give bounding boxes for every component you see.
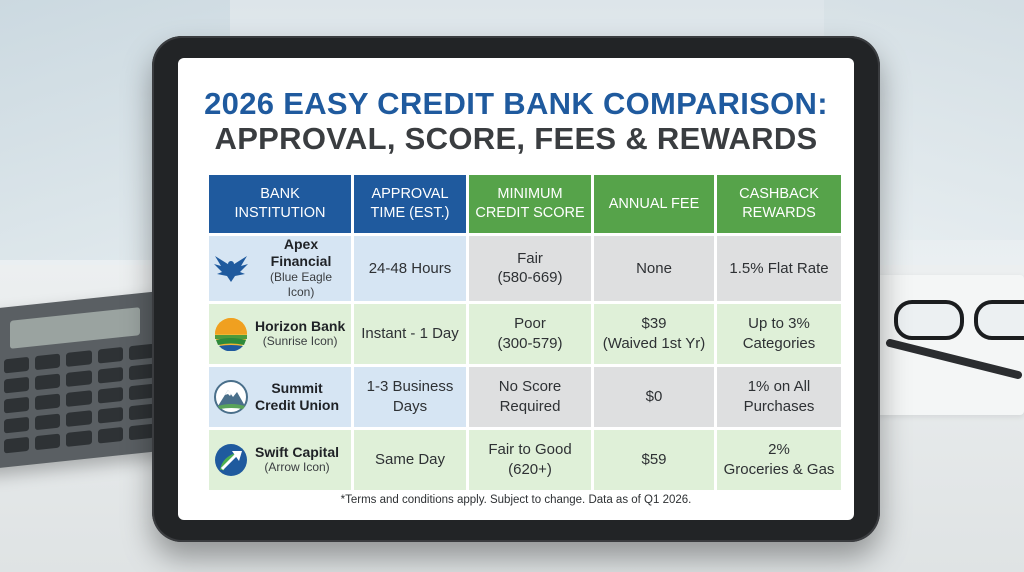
tablet-screen: 2026 EASY CREDIT BANK COMPARISON: APPROV… [178,58,854,520]
approval-time-cell: Same Day [354,429,466,490]
sunrise-icon [213,316,249,352]
bank-cell: Summit Credit Union [209,366,351,427]
credit-score-cell: Fair to Good (620+) [469,429,591,490]
eagle-icon [213,250,249,286]
header-minimum-credit-score: MINIMUM CREDIT SCORE [469,175,591,233]
bank-name: Summit Credit Union [255,379,339,413]
calculator-keys [4,343,154,454]
calculator [0,290,170,470]
tablet-device: 2026 EASY CREDIT BANK COMPARISON: APPROV… [152,36,880,542]
table-row: Summit Credit Union 1-3 Business Days No S… [209,366,841,427]
annual-fee-cell: None [594,236,714,301]
calculator-screen [10,307,140,349]
table-row: Swift Capital (Arrow Icon) Same Day Fair… [209,429,841,490]
mountain-icon [213,379,249,415]
annual-fee-cell: $39 (Waived 1st Yr) [594,303,714,364]
header-annual-fee: ANNUAL FEE [594,175,714,233]
credit-score-cell: Fair (580-669) [469,236,591,301]
table-row: Horizon Bank (Sunrise Icon) Instant - 1 … [209,303,841,364]
table-header-row: BANK INSTITUTION APPROVAL TIME (EST.) MINI… [209,175,841,233]
bank-cell: Horizon Bank (Sunrise Icon) [209,303,351,364]
bank-cell: Apex Financial (Blue Eagle Icon) [209,236,351,301]
credit-score-cell: No Score Required [469,366,591,427]
bank-name: Swift Capital [255,443,340,460]
annual-fee-cell: $0 [594,366,714,427]
approval-time-cell: Instant - 1 Day [354,303,466,364]
title-line-2: APPROVAL, SCORE, FEES & REWARDS [214,120,818,156]
cashback-cell: 1.5% Flat Rate [717,236,841,301]
table-row: Apex Financial (Blue Eagle Icon) 24-48 H… [209,236,841,301]
eyeglasses [884,290,1024,360]
approval-time-cell: 24-48 Hours [354,236,466,301]
header-cashback-rewards: CASHBACK REWARDS [717,175,841,233]
footnote: *Terms and conditions apply. Subject to … [340,494,692,506]
cashback-cell: Up to 3% Categories [717,303,841,364]
bank-icon-caption: (Arrow Icon) [264,460,330,475]
approval-time-cell: 1-3 Business Days [354,366,466,427]
bank-name: Apex Financial [270,236,332,269]
cashback-cell: 1% on All Purchases [717,366,841,427]
bank-name: Horizon Bank [255,317,346,334]
credit-score-cell: Poor (300-579) [469,303,591,364]
annual-fee-cell: $59 [594,429,714,490]
bank-icon-caption: (Sunrise Icon) [262,334,338,349]
page-title: 2026 EASY CREDIT BANK COMPARISON: APPROV… [178,86,854,156]
header-bank-institution: BANK INSTITUTION [209,175,351,233]
title-line-1: 2026 EASY CREDIT BANK COMPARISON: [204,86,828,121]
bank-icon-caption: (Blue Eagle Icon) [269,269,333,300]
cashback-cell: 2% Groceries & Gas [717,429,841,490]
comparison-table: BANK INSTITUTION APPROVAL TIME (EST.) MINI… [206,172,844,493]
header-approval-time: APPROVAL TIME (EST.) [354,175,466,233]
bank-cell: Swift Capital (Arrow Icon) [209,429,351,490]
arrow-icon [213,442,249,478]
